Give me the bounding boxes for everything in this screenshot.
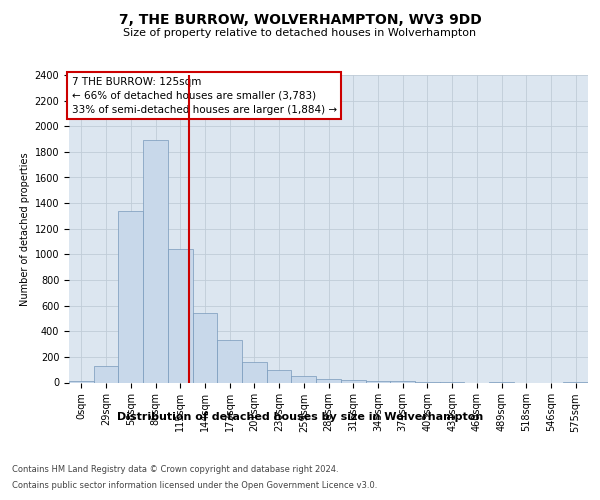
- Text: Distribution of detached houses by size in Wolverhampton: Distribution of detached houses by size …: [117, 412, 483, 422]
- Text: Contains HM Land Registry data © Crown copyright and database right 2024.: Contains HM Land Registry data © Crown c…: [12, 466, 338, 474]
- Bar: [242, 362, 267, 382]
- Bar: [217, 340, 242, 382]
- Text: 7 THE BURROW: 125sqm
← 66% of detached houses are smaller (3,783)
33% of semi-de: 7 THE BURROW: 125sqm ← 66% of detached h…: [71, 76, 337, 114]
- Bar: [316, 379, 341, 382]
- Bar: [292, 376, 316, 382]
- Bar: [341, 380, 365, 382]
- Bar: [69, 381, 94, 382]
- Bar: [193, 314, 217, 382]
- Bar: [267, 370, 292, 382]
- Bar: [94, 366, 118, 382]
- Text: 7, THE BURROW, WOLVERHAMPTON, WV3 9DD: 7, THE BURROW, WOLVERHAMPTON, WV3 9DD: [119, 12, 481, 26]
- Text: Size of property relative to detached houses in Wolverhampton: Size of property relative to detached ho…: [124, 28, 476, 38]
- Text: Contains public sector information licensed under the Open Government Licence v3: Contains public sector information licen…: [12, 480, 377, 490]
- Bar: [143, 140, 168, 382]
- Bar: [168, 249, 193, 382]
- Bar: [365, 380, 390, 382]
- Y-axis label: Number of detached properties: Number of detached properties: [20, 152, 31, 306]
- Bar: [118, 211, 143, 382]
